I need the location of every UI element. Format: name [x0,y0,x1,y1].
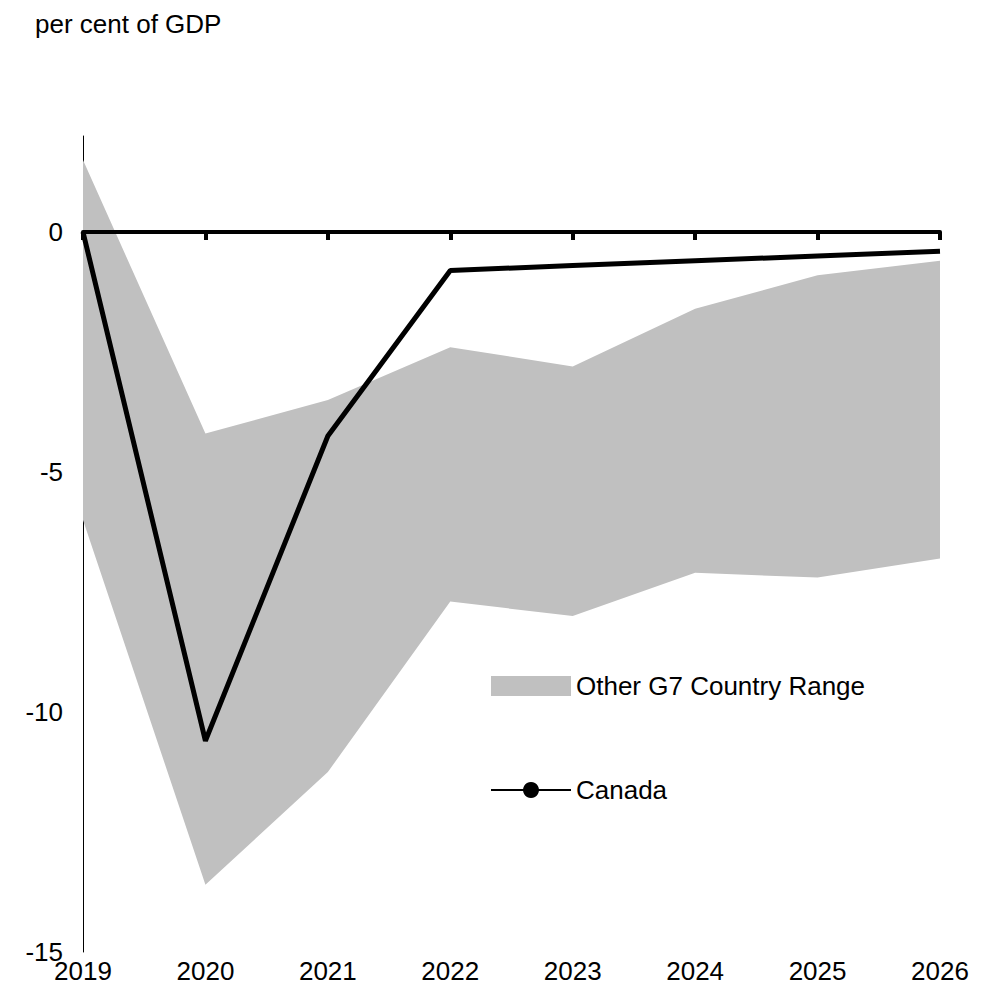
svg-text:Canada: Canada [576,775,668,805]
svg-text:-5: -5 [40,457,63,487]
svg-text:2024: 2024 [666,956,724,986]
svg-text:2026: 2026 [911,956,969,986]
svg-text:2025: 2025 [789,956,847,986]
svg-text:2021: 2021 [299,956,357,986]
svg-text:2020: 2020 [177,956,235,986]
svg-text:0: 0 [49,217,63,247]
svg-text:2019: 2019 [54,956,112,986]
svg-text:2022: 2022 [421,956,479,986]
svg-text:per cent of GDP: per cent of GDP [35,9,221,39]
svg-text:-10: -10 [25,697,63,727]
svg-text:-15: -15 [25,937,63,967]
svg-text:Other G7 Country Range: Other G7 Country Range [576,671,865,701]
svg-text:2023: 2023 [544,956,602,986]
